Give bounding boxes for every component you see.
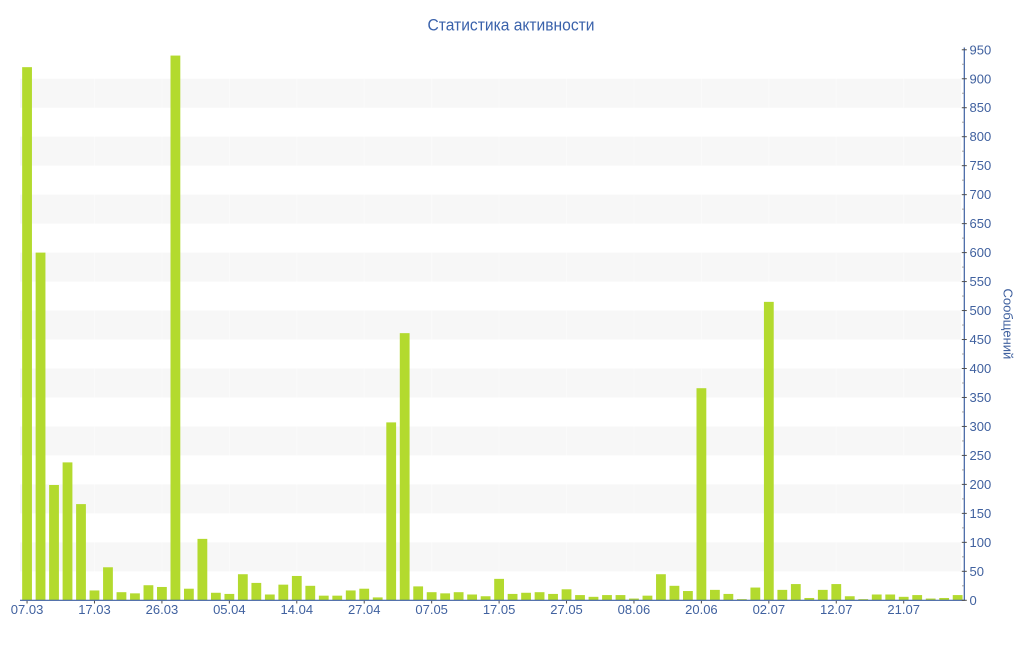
svg-text:07.03: 07.03 bbox=[11, 602, 44, 617]
svg-text:02.07: 02.07 bbox=[753, 602, 786, 617]
svg-text:17.03: 17.03 bbox=[78, 602, 111, 617]
svg-text:26.03: 26.03 bbox=[146, 602, 179, 617]
svg-text:08.06: 08.06 bbox=[618, 602, 651, 617]
svg-text:Сообщений: Сообщений bbox=[1001, 289, 1016, 360]
svg-text:20.06: 20.06 bbox=[685, 602, 718, 617]
svg-text:500: 500 bbox=[970, 303, 992, 318]
svg-text:350: 350 bbox=[970, 390, 992, 405]
svg-text:100: 100 bbox=[970, 535, 992, 550]
svg-text:12.07: 12.07 bbox=[820, 602, 853, 617]
svg-text:600: 600 bbox=[970, 245, 992, 260]
svg-text:700: 700 bbox=[970, 187, 992, 202]
svg-text:300: 300 bbox=[970, 419, 992, 434]
svg-text:950: 950 bbox=[970, 42, 992, 57]
svg-text:0: 0 bbox=[970, 593, 977, 608]
svg-text:27.05: 27.05 bbox=[550, 602, 583, 617]
svg-text:450: 450 bbox=[970, 332, 992, 347]
svg-text:550: 550 bbox=[970, 274, 992, 289]
svg-text:05.04: 05.04 bbox=[213, 602, 246, 617]
svg-text:07.05: 07.05 bbox=[415, 602, 448, 617]
svg-text:150: 150 bbox=[970, 506, 992, 521]
svg-text:14.04: 14.04 bbox=[281, 602, 314, 617]
svg-text:27.04: 27.04 bbox=[348, 602, 381, 617]
svg-text:900: 900 bbox=[970, 71, 992, 86]
svg-text:400: 400 bbox=[970, 361, 992, 376]
svg-text:250: 250 bbox=[970, 448, 992, 463]
svg-text:750: 750 bbox=[970, 158, 992, 173]
svg-text:21.07: 21.07 bbox=[887, 602, 920, 617]
svg-text:50: 50 bbox=[970, 564, 984, 579]
svg-text:650: 650 bbox=[970, 216, 992, 231]
svg-text:200: 200 bbox=[970, 477, 992, 492]
svg-text:800: 800 bbox=[970, 129, 992, 144]
svg-text:850: 850 bbox=[970, 100, 992, 115]
svg-text:Статистика активности: Статистика активности bbox=[428, 16, 595, 35]
svg-text:17.05: 17.05 bbox=[483, 602, 516, 617]
